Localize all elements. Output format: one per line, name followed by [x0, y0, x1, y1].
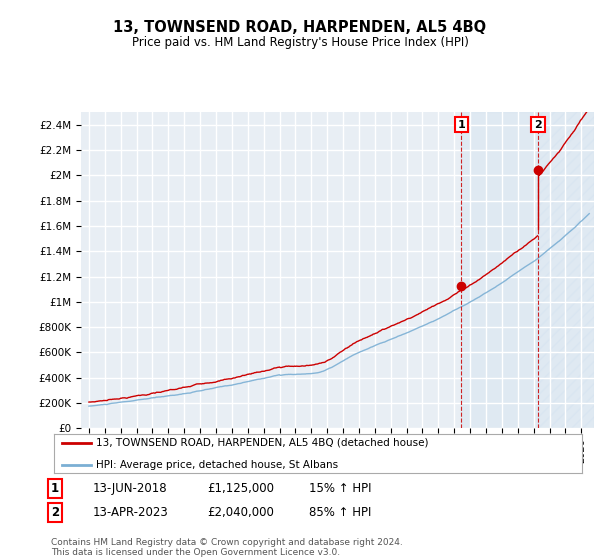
Text: Price paid vs. HM Land Registry's House Price Index (HPI): Price paid vs. HM Land Registry's House … — [131, 36, 469, 49]
Text: 2: 2 — [534, 120, 542, 130]
Text: 13, TOWNSEND ROAD, HARPENDEN, AL5 4BQ (detached house): 13, TOWNSEND ROAD, HARPENDEN, AL5 4BQ (d… — [96, 437, 429, 447]
Text: 13, TOWNSEND ROAD, HARPENDEN, AL5 4BQ: 13, TOWNSEND ROAD, HARPENDEN, AL5 4BQ — [113, 20, 487, 35]
Text: 2: 2 — [51, 506, 59, 519]
Text: £1,125,000: £1,125,000 — [207, 482, 274, 495]
Text: HPI: Average price, detached house, St Albans: HPI: Average price, detached house, St A… — [96, 460, 338, 470]
Text: 1: 1 — [458, 120, 465, 130]
Text: Contains HM Land Registry data © Crown copyright and database right 2024.
This d: Contains HM Land Registry data © Crown c… — [51, 538, 403, 557]
Text: 85% ↑ HPI: 85% ↑ HPI — [309, 506, 371, 519]
Text: 13-APR-2023: 13-APR-2023 — [93, 506, 169, 519]
Text: 15% ↑ HPI: 15% ↑ HPI — [309, 482, 371, 495]
Text: 13-JUN-2018: 13-JUN-2018 — [93, 482, 167, 495]
Bar — [461, 112, 538, 428]
Text: £2,040,000: £2,040,000 — [207, 506, 274, 519]
Text: 1: 1 — [51, 482, 59, 495]
Bar — [538, 112, 594, 428]
